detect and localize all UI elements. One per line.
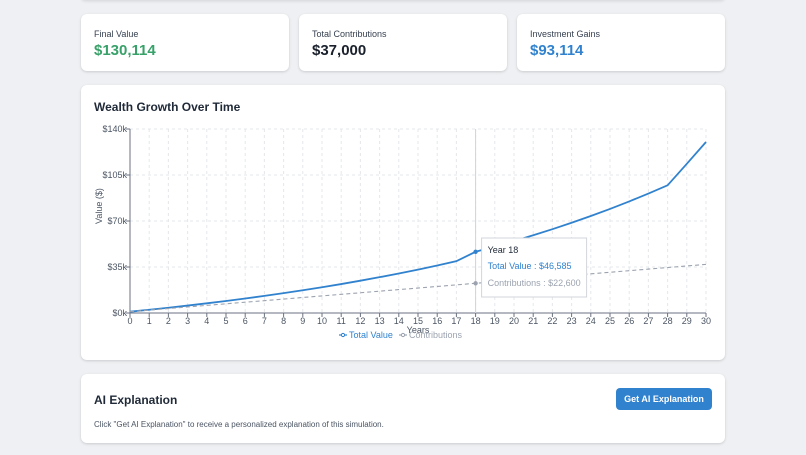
final-value-amount: $130,114 — [94, 42, 156, 59]
chart-tooltip-box — [481, 237, 588, 298]
x-tick-label: 1 — [147, 316, 152, 326]
x-tick-label: 24 — [586, 316, 596, 326]
chart-title: Wealth Growth Over Time — [94, 100, 241, 114]
tooltip-total-value: Total Value : $46,585 — [488, 261, 572, 271]
x-tick-label: 3 — [185, 316, 190, 326]
y-axis-title: Value ($) — [94, 188, 104, 224]
legend-label-contributions: Contributions — [409, 330, 463, 340]
tooltip-title: Year 18 — [488, 245, 519, 255]
x-tick-label: 26 — [624, 316, 634, 326]
x-tick-label: 25 — [605, 316, 615, 326]
final-value-card: Final Value $130,114 — [81, 14, 289, 71]
x-tick-label: 7 — [262, 316, 267, 326]
x-axis-title: Years — [407, 325, 430, 335]
y-tick-label: $70k — [107, 216, 127, 226]
x-tick-label: 8 — [281, 316, 286, 326]
ai-explanation-description: Click "Get AI Explanation" to receive a … — [94, 420, 384, 429]
y-tick-label: $140k — [102, 124, 127, 134]
investment-gains-card: Investment Gains $93,114 — [517, 14, 725, 71]
y-tick-label: $35k — [107, 262, 127, 272]
x-tick-label: 10 — [317, 316, 327, 326]
x-tick-label: 14 — [394, 316, 404, 326]
investment-gains-amount: $93,114 — [530, 42, 584, 59]
x-tick-label: 30 — [701, 316, 711, 326]
x-tick-label: 11 — [337, 316, 346, 326]
x-tick-label: 20 — [509, 316, 519, 326]
x-tick-label: 19 — [490, 316, 500, 326]
x-tick-label: 0 — [127, 316, 132, 326]
investment-gains-label: Investment Gains — [530, 29, 601, 39]
tooltip-contributions: Contributions : $22,600 — [488, 278, 581, 288]
ai-explanation-card: AI Explanation Get AI Explanation Click … — [81, 374, 725, 443]
x-tick-label: 16 — [432, 316, 442, 326]
total-contributions-label: Total Contributions — [312, 29, 387, 39]
total-contributions-amount: $37,000 — [312, 42, 367, 59]
total-value-line — [129, 141, 707, 313]
x-tick-label: 17 — [451, 316, 461, 326]
x-tick-label: 15 — [413, 316, 423, 326]
x-tick-label: 6 — [243, 316, 248, 326]
y-tick-label: $105k — [102, 170, 127, 180]
ai-explanation-title: AI Explanation — [94, 393, 178, 407]
x-tick-label: 28 — [663, 316, 673, 326]
chart-card: Wealth Growth Over Time $0k $35k $70k $105k… — [81, 85, 725, 360]
final-value-label: Final Value — [94, 29, 139, 39]
total-contributions-card: Total Contributions $37,000 — [299, 14, 507, 71]
x-tick-label: 5 — [223, 316, 228, 326]
legend-dot-total-value — [340, 332, 346, 338]
x-tick-label: 23 — [567, 316, 577, 326]
x-tick-label: 9 — [300, 316, 305, 326]
x-tick-label: 13 — [375, 316, 385, 326]
x-tick-label: 29 — [682, 316, 692, 326]
total-value-active-point — [473, 249, 478, 254]
get-ai-explanation-button[interactable]: Get AI Explanation — [616, 388, 712, 410]
contributions-line — [129, 263, 707, 313]
x-tick-label: 21 — [528, 316, 538, 326]
contributions-active-point — [473, 281, 478, 286]
x-tick-label: 2 — [166, 316, 171, 326]
x-tick-label: 27 — [643, 316, 653, 326]
x-tick-label: 18 — [471, 316, 481, 326]
y-tick-label: $0k — [112, 308, 127, 318]
legend-dot-contributions — [400, 332, 406, 338]
legend-label-total-value: Total Value — [349, 330, 393, 340]
x-tick-label: 12 — [355, 316, 365, 326]
x-tick-label: 4 — [204, 316, 209, 326]
x-tick-label: 22 — [547, 316, 557, 326]
